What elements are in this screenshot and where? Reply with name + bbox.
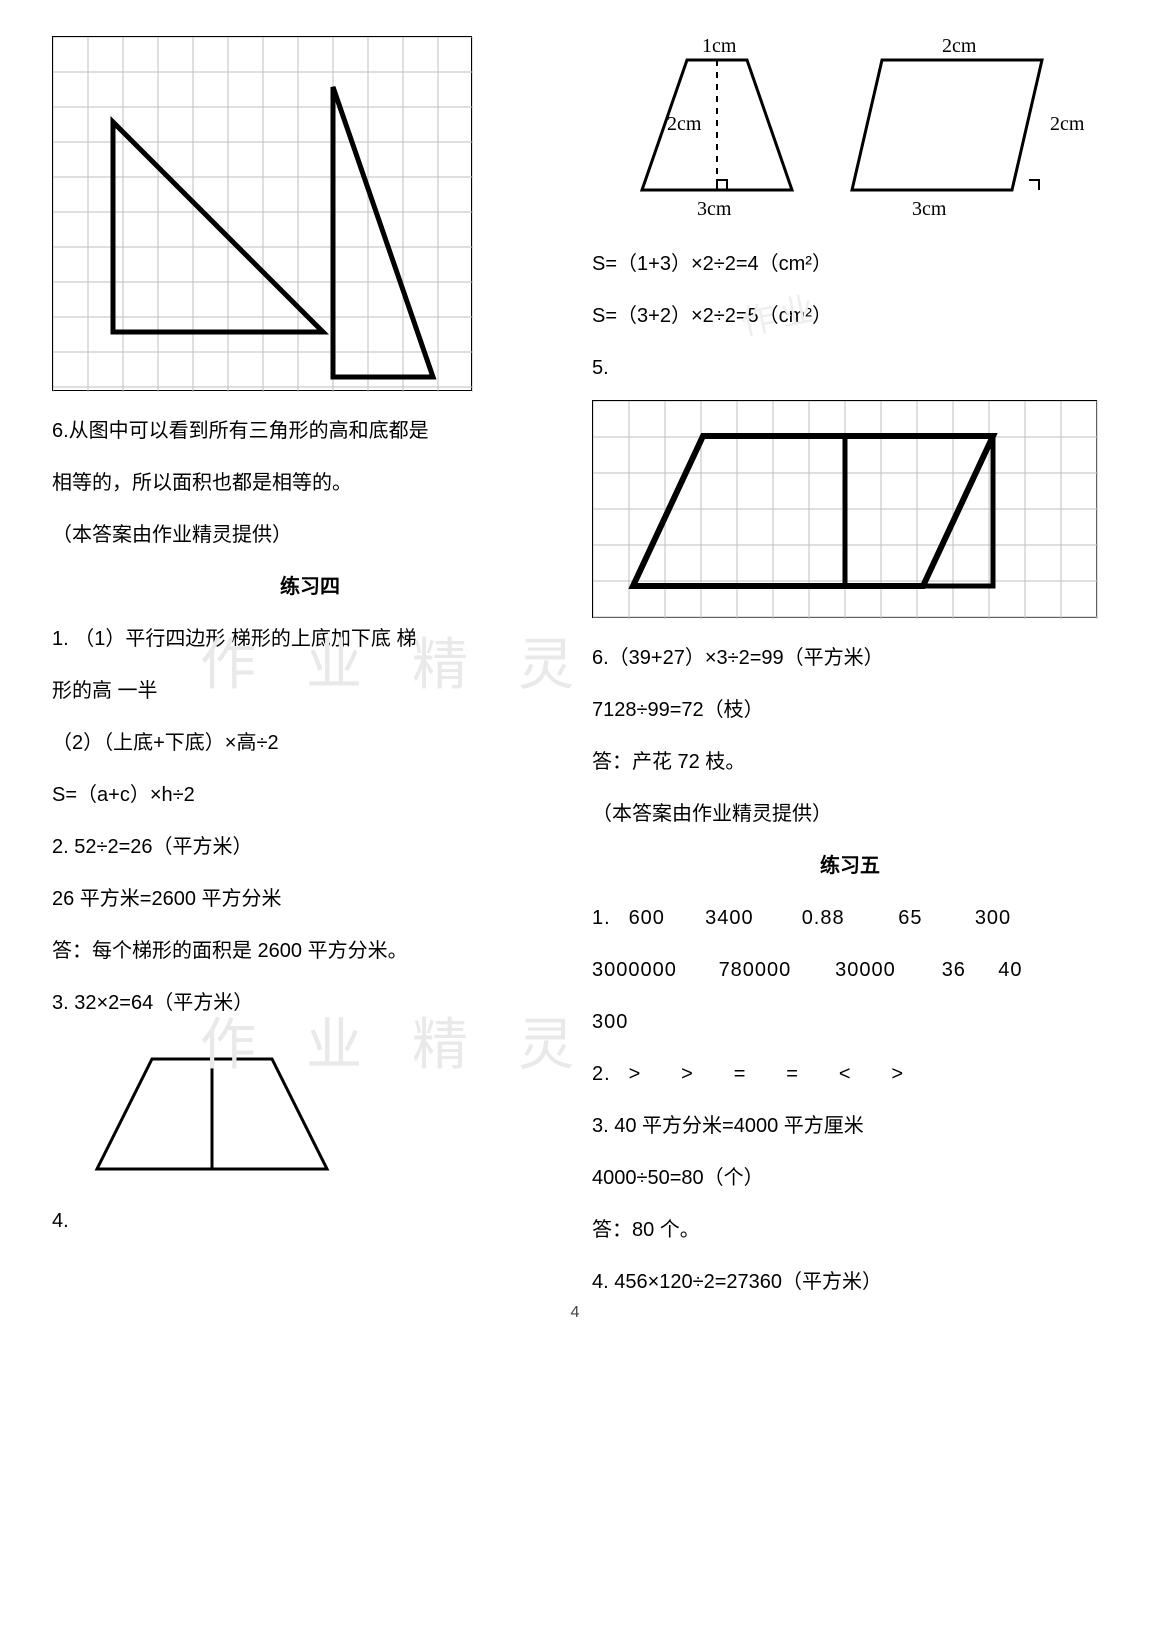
ex5-q4: 4. 456×120÷2=27360（平方米） (592, 1256, 1108, 1308)
ex4-q2-line1: 2. 52÷2=26（平方米） (52, 821, 568, 873)
ex5-q1-row1: 1. 600 3400 0.88 65 300 (592, 892, 1108, 944)
num: 30000 (835, 944, 935, 996)
cmp: > (681, 1048, 727, 1100)
triangle-2 (333, 87, 433, 377)
right-column: 1cm 2cm 3cm 2cm 2cm 3cm S=（1+3）×2÷2=4（cm… (580, 30, 1120, 1308)
worksheet-page: 作 业 精 灵 作 业 精 灵 作业 (0, 0, 1150, 1328)
grid-lines (53, 37, 473, 392)
triangle-1 (113, 122, 323, 332)
ex4-q3: 3. 32×2=64（平方米） (52, 977, 568, 1029)
ex4-q2-line2: 26 平方米=2600 平方分米 (52, 873, 568, 925)
ex5-q3-line2: 4000÷50=80（个） (592, 1152, 1108, 1204)
ex5-q2-label: 2. (592, 1048, 622, 1100)
num: 300 (592, 996, 652, 1048)
figure-grid-parallelogram (592, 400, 1097, 618)
label-2cm-a: 2cm (667, 113, 702, 135)
num: 780000 (719, 944, 829, 996)
num: 300 (975, 892, 1035, 944)
formula-s2: S=（3+2）×2÷2=5（cm²） (592, 290, 1108, 342)
label-2cm-c: 2cm (1050, 113, 1085, 135)
trapezoid-split-svg (82, 1039, 342, 1189)
ex5-q3-answer: 答：80 个。 (592, 1204, 1108, 1256)
ex4-q2-answer: 答：每个梯形的面积是 2600 平方分米。 (52, 925, 568, 977)
two-shapes-svg: 1cm 2cm 3cm 2cm 2cm 3cm (592, 30, 1092, 230)
ex4-q6-answer: 答：产花 72 枝。 (592, 736, 1108, 788)
num: 600 (629, 892, 699, 944)
label-1cm: 1cm (702, 35, 737, 57)
ex5-q1-row2: 3000000 780000 30000 36 40 (592, 944, 1108, 996)
label-3cm-b: 3cm (912, 198, 947, 220)
right-angle-mark-2 (1029, 180, 1039, 190)
page-number: 4 (571, 1304, 580, 1322)
cmp: = (786, 1048, 832, 1100)
cmp: < (839, 1048, 885, 1100)
ex4-q1-line2: 形的高 一半 (52, 665, 568, 717)
q6-line2: 相等的，所以面积也都是相等的。 (52, 457, 568, 509)
cmp: > (629, 1048, 675, 1100)
num: 36 (942, 944, 992, 996)
num: 0.88 (802, 892, 892, 944)
rectangle-overlay (845, 436, 993, 586)
ex5-q2: 2. > > = = < > (592, 1048, 1108, 1100)
ex5-q1-label: 1. (592, 892, 622, 944)
figure-triangles-on-grid (52, 36, 472, 391)
grid-para-svg (593, 401, 1098, 619)
parallelogram-shape (852, 60, 1042, 190)
heading-exercise-5: 练习五 (592, 840, 1108, 892)
triangles-grid-svg (53, 37, 473, 392)
ex4-q6-line1: 6.（39+27）×3÷2=99（平方米） (592, 632, 1108, 684)
left-column: 6.从图中可以看到所有三角形的高和底都是 相等的，所以面积也都是相等的。 （本答… (40, 30, 580, 1308)
figure-two-shapes: 1cm 2cm 3cm 2cm 2cm 3cm (592, 30, 1092, 230)
num: 40 (998, 944, 1038, 996)
ex4-q4-label: 4. (52, 1195, 568, 1247)
ex4-q1-line1: 1. （1）平行四边形 梯形的上底加下底 梯 (52, 613, 568, 665)
ex4-q1-line4: S=（a+c）×h÷2 (52, 769, 568, 821)
num: 65 (898, 892, 968, 944)
q6-line1: 6.从图中可以看到所有三角形的高和底都是 (52, 405, 568, 457)
ex4-q6-line2: 7128÷99=72（枝） (592, 684, 1108, 736)
label-3cm-a: 3cm (697, 198, 732, 220)
ex4-q5-label: 5. (592, 342, 1108, 394)
ex5-q1-row3: 300 (592, 996, 1108, 1048)
ex4-q6-credit: （本答案由作业精灵提供） (592, 788, 1108, 840)
formula-s1: S=（1+3）×2÷2=4（cm²） (592, 238, 1108, 290)
num: 3400 (705, 892, 795, 944)
cmp: > (891, 1048, 937, 1100)
num: 3000000 (592, 944, 712, 996)
heading-exercise-4: 练习四 (52, 561, 568, 613)
ex5-q3-line1: 3. 40 平方分米=4000 平方厘米 (592, 1100, 1108, 1152)
figure-trapezoid-split (82, 1039, 342, 1189)
cmp: = (734, 1048, 780, 1100)
label-2cm-b: 2cm (942, 35, 977, 57)
parallelogram-big (633, 436, 993, 586)
q6-credit: （本答案由作业精灵提供） (52, 509, 568, 561)
ex4-q1-line3: （2）（上底+下底）×高÷2 (52, 717, 568, 769)
